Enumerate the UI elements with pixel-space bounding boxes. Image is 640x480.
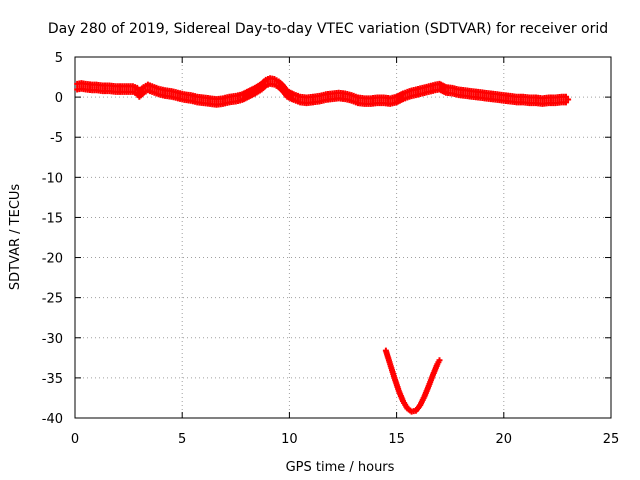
data-point [565,96,572,103]
y-tick-label: -40 [42,412,63,427]
y-tick-label: -25 [42,292,63,307]
data-point [436,357,443,364]
y-tick-label: -30 [42,332,63,347]
data-points [74,75,572,415]
x-tick-label: 20 [496,432,513,447]
x-tick-label: 15 [388,432,405,447]
plot-frame [74,56,612,419]
x-axis-label: GPS time / hours [286,460,395,475]
chart-title: Day 280 of 2019, Sidereal Day-to-day VTE… [48,21,608,37]
x-tick-label: 25 [603,432,620,447]
axis-ticks: 0 5 10 15 20 25 5 0 -5 -10 -15 -20 -25 -30 -35 -40 [42,51,620,447]
y-tick-label: -15 [42,211,63,226]
y-tick-label: -20 [42,252,63,267]
x-tick-label: 0 [71,432,79,447]
y-tick-label: -5 [50,131,63,146]
x-tick-label: 10 [281,432,298,447]
y-axis-label: SDTVAR / TECUs [8,184,23,291]
y-tick-label: -10 [42,171,63,186]
y-tick-label: 5 [55,51,63,66]
x-tick-label: 5 [178,432,186,447]
grid [75,57,611,418]
y-tick-label: -35 [42,372,63,387]
y-tick-label: 0 [55,91,63,106]
